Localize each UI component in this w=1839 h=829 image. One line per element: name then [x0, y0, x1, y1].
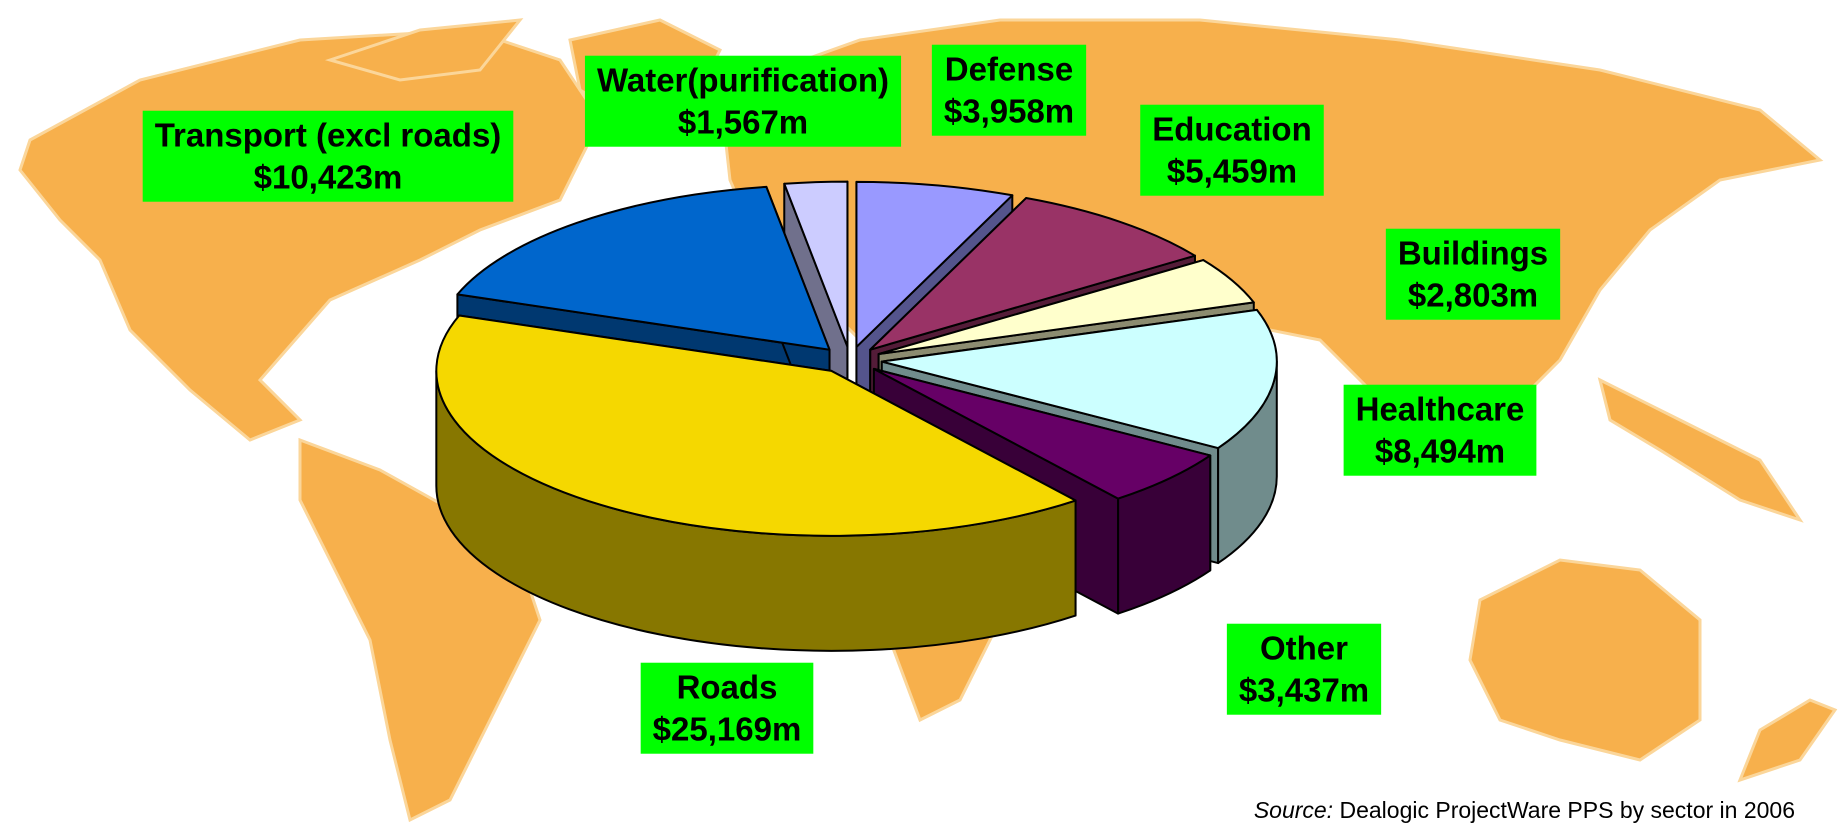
slice-top	[880, 308, 1278, 450]
slice-top	[869, 197, 1196, 351]
label-box	[1140, 104, 1324, 196]
label-value: $1,567m	[678, 104, 808, 141]
label-box	[1226, 623, 1382, 715]
label-name: Transport (excl roads)	[155, 117, 502, 154]
slice-top	[872, 367, 1212, 500]
source: Source: Dealogic ProjectWare PPS by sect…	[1254, 797, 1795, 823]
label-box	[931, 44, 1087, 136]
source-text: Dealogic ProjectWare PPS by sector in 20…	[1339, 797, 1795, 823]
label-name: Roads	[677, 669, 778, 706]
label-name: Water(purification)	[597, 62, 889, 99]
source-label: Source:	[1254, 797, 1333, 823]
label-name: Healthcare	[1356, 391, 1525, 428]
label-value: $3,437m	[1239, 672, 1369, 709]
label-name: Defense	[945, 51, 1073, 88]
label-value: $10,423m	[254, 159, 403, 196]
label-box	[584, 55, 902, 147]
label-box	[640, 662, 814, 754]
label-value: $5,459m	[1167, 153, 1297, 190]
label-value: $2,803m	[1408, 277, 1538, 314]
label-value: $3,958m	[944, 93, 1074, 130]
label-value: $25,169m	[653, 711, 802, 748]
label-name: Education	[1152, 111, 1312, 148]
label-value: $8,494m	[1375, 433, 1505, 470]
label-box	[1385, 228, 1561, 320]
label-name: Other	[1260, 630, 1348, 667]
slice-top	[435, 314, 1077, 537]
label-box	[142, 110, 514, 202]
labels: Defense $3,958m Education $5,459m Buildings $…	[142, 44, 1561, 754]
pie	[435, 180, 1278, 652]
slice-top	[456, 185, 831, 351]
slice-top	[877, 259, 1255, 356]
label-name: Buildings	[1398, 235, 1548, 272]
slice-top	[855, 180, 1014, 348]
slice-top	[783, 180, 849, 348]
label-box	[1343, 384, 1537, 476]
